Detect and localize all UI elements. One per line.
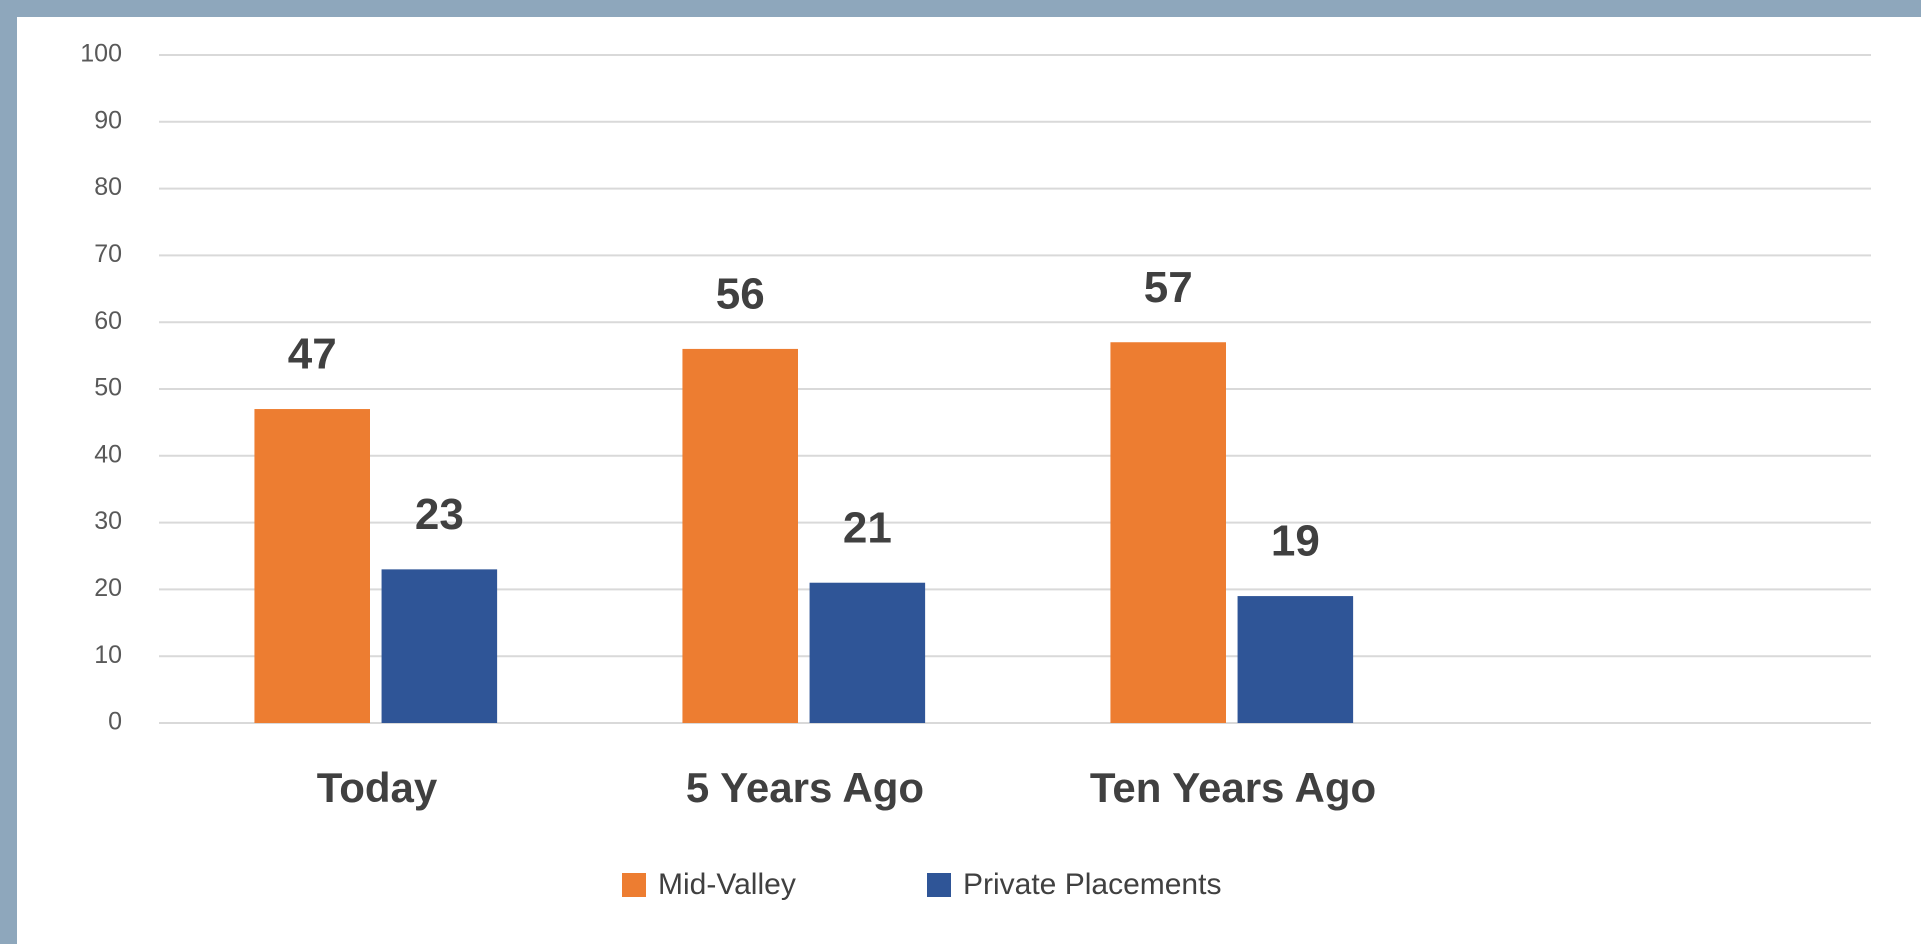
- bar: [254, 409, 370, 723]
- y-tick-label: 50: [94, 374, 122, 402]
- y-tick-label: 40: [94, 440, 122, 468]
- y-tick-label: 0: [108, 708, 122, 736]
- legend-label: Mid-Valley: [658, 868, 796, 901]
- data-label: 57: [1144, 263, 1193, 312]
- data-label: 19: [1271, 517, 1320, 566]
- bar: [1110, 342, 1226, 723]
- y-tick-label: 10: [94, 641, 122, 669]
- data-label: 47: [288, 330, 337, 379]
- y-tick-label: 70: [94, 240, 122, 268]
- data-label: 23: [415, 490, 464, 539]
- bar: [381, 569, 498, 723]
- bar: [1237, 596, 1354, 723]
- y-tick-label: 80: [94, 173, 122, 201]
- legend-label: Private Placements: [963, 868, 1221, 901]
- y-tick-label: 30: [94, 507, 122, 535]
- legend-swatch: [927, 873, 951, 897]
- legend-swatch: [622, 873, 646, 897]
- y-tick-label: 20: [94, 574, 122, 602]
- x-tick-label: Today: [317, 764, 438, 811]
- y-tick-label: 90: [94, 106, 122, 134]
- bar: [809, 582, 926, 723]
- data-label: 56: [716, 270, 765, 319]
- bar: [682, 348, 798, 723]
- x-tick-label: Ten Years Ago: [1090, 764, 1376, 811]
- x-tick-label: 5 Years Ago: [686, 764, 924, 811]
- y-tick-label: 100: [80, 40, 122, 68]
- data-label: 21: [843, 503, 892, 552]
- y-tick-label: 60: [94, 307, 122, 335]
